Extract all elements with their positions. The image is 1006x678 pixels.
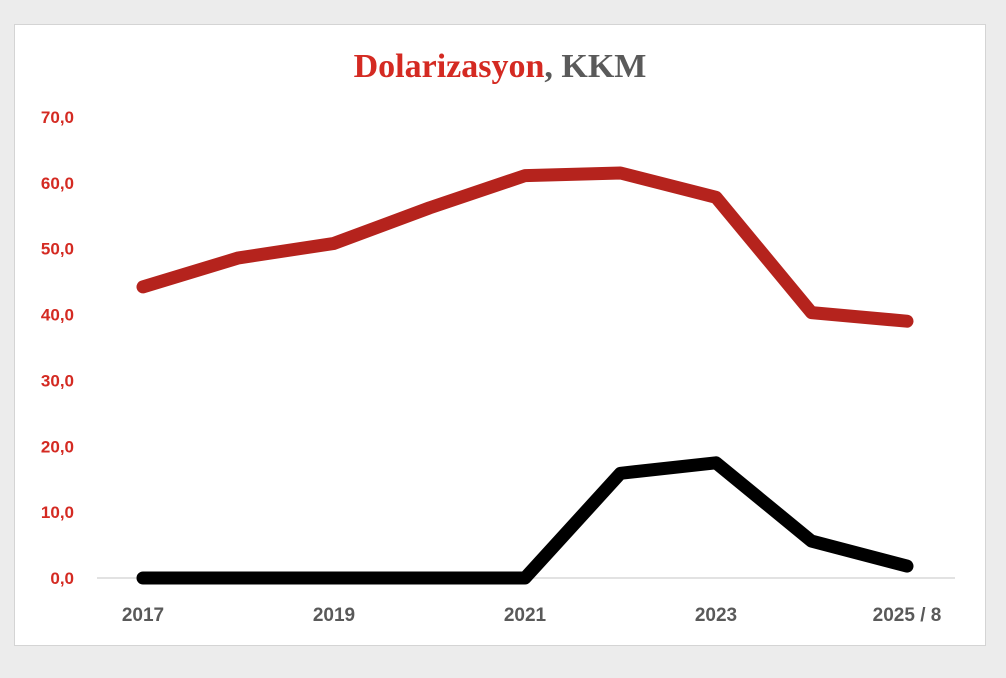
x-tick-label: 2021 (504, 605, 547, 626)
chart-title: Dolarizasyon, KKM (354, 48, 647, 85)
y-tick-label: 20,0 (41, 437, 74, 456)
y-tick-label: 60,0 (41, 174, 74, 193)
y-tick-label: 10,0 (41, 503, 74, 522)
x-tick-label: 2025 / 8 (873, 605, 942, 626)
series-line-2 (136, 456, 914, 585)
chart-title-part: , KKM (544, 48, 646, 85)
chart-title-part: Dolarizasyon (354, 48, 545, 85)
series-layer (136, 166, 914, 585)
x-tick-label: 2019 (313, 605, 355, 626)
y-tick-label: 50,0 (41, 240, 74, 259)
line-chart: Dolarizasyon, KKM 0,0 10,0 20,0 30,0 40,0 50,… (41, 48, 955, 626)
y-tick-label: 30,0 (41, 371, 74, 390)
y-tick-label: 70,0 (41, 108, 74, 127)
x-tick-label: 2023 (695, 605, 737, 626)
y-tick-label: 0,0 (50, 569, 74, 588)
x-axis-ticks: 2017 2019 2021 2023 2025 / 8 (122, 605, 941, 626)
chart-frame: Dolarizasyon, KKM 0,0 10,0 20,0 30,0 40,0 50,… (14, 24, 986, 646)
x-tick-label: 2017 (122, 605, 164, 626)
y-axis-ticks: 0,0 10,0 20,0 30,0 40,0 50,0 60,0 70,0 (41, 108, 74, 588)
series-line-1 (136, 166, 914, 328)
y-tick-label: 40,0 (41, 306, 74, 325)
